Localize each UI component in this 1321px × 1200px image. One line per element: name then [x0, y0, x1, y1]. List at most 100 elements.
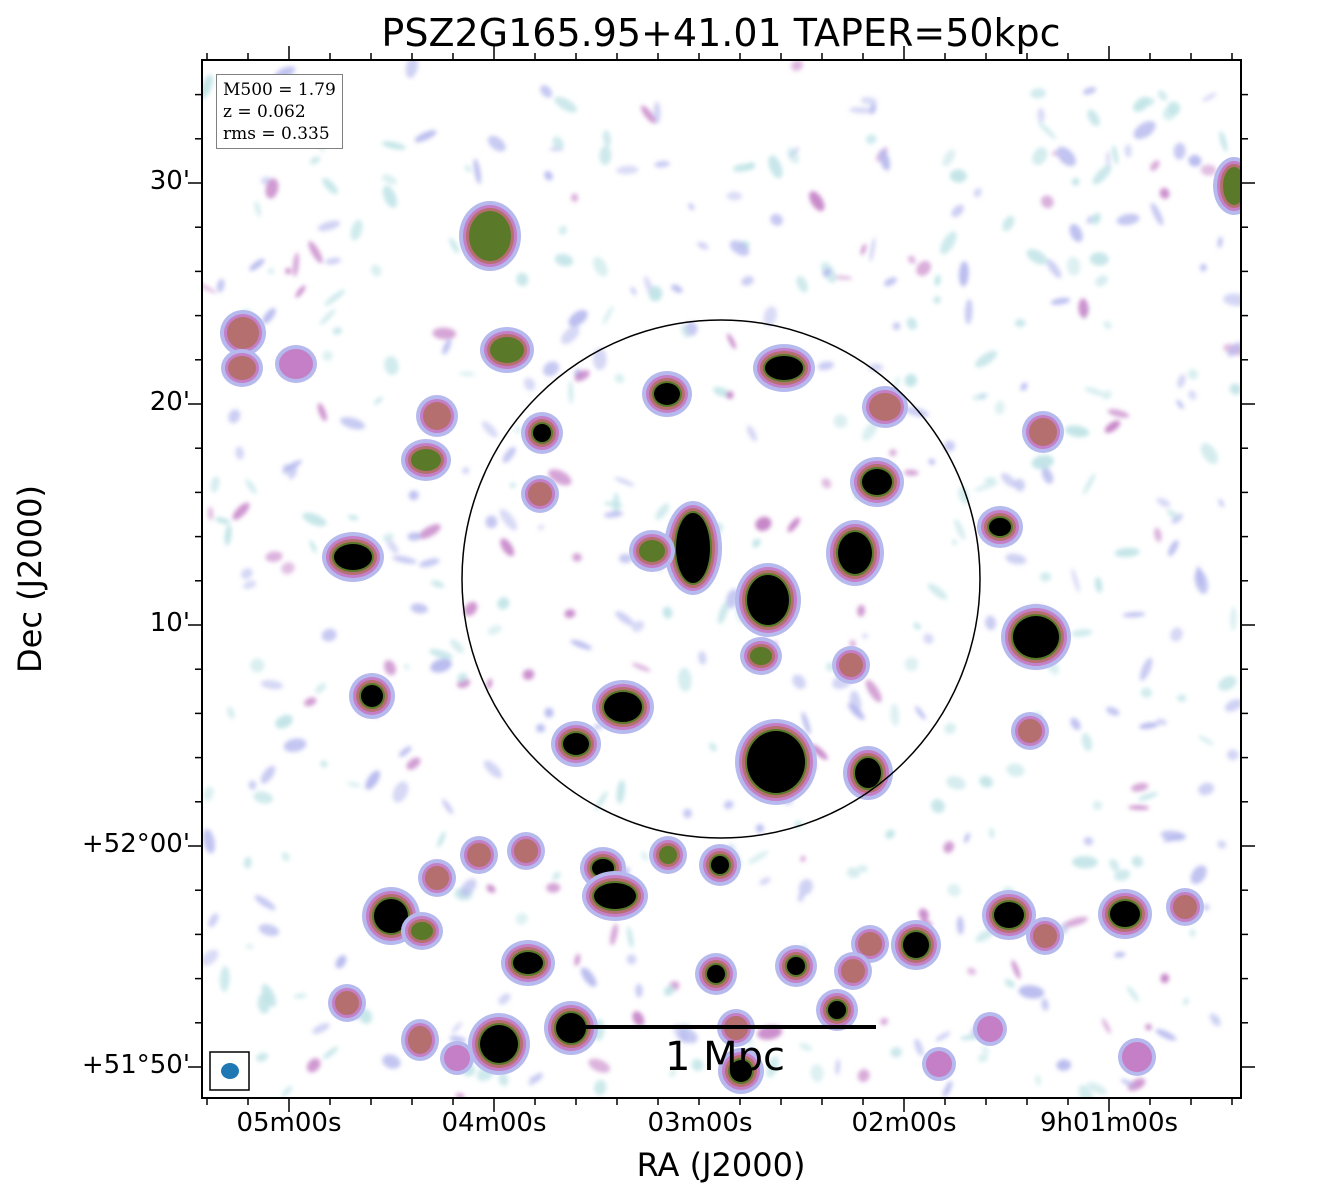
noise-blob — [574, 370, 590, 382]
noise-blob — [890, 703, 900, 727]
noise-blob — [683, 808, 692, 819]
noise-blob — [849, 639, 856, 649]
source-contour — [408, 1026, 432, 1054]
noise-blob — [1202, 903, 1210, 911]
source-contour — [594, 883, 636, 909]
source-contour — [1018, 719, 1042, 743]
noise-blob — [257, 993, 271, 1014]
noise-blob — [1198, 782, 1215, 796]
ytick-label: +51°50' — [81, 1050, 190, 1080]
noise-blob — [857, 1069, 870, 1083]
source-contour — [1122, 1042, 1152, 1072]
noise-blob — [947, 883, 961, 897]
y-axis-label: Dec (J2000) — [11, 485, 49, 673]
noise-blob — [1065, 425, 1090, 438]
noise-blob — [983, 477, 997, 484]
noise-blob — [892, 322, 901, 331]
noise-blob — [261, 984, 277, 1007]
noise-blob — [640, 851, 649, 862]
noise-blob — [442, 799, 454, 815]
noise-blob — [653, 101, 661, 124]
noise-blob — [849, 107, 874, 114]
noise-blob — [952, 539, 957, 546]
noise-blob — [810, 744, 828, 760]
noise-blob — [381, 174, 397, 185]
noise-blob — [956, 916, 964, 935]
noise-blob — [1170, 627, 1183, 642]
noise-blob — [1154, 527, 1162, 542]
noise-blob — [988, 827, 995, 839]
noise-blob — [942, 149, 956, 167]
noise-blob — [540, 85, 553, 98]
source-contour — [444, 1045, 470, 1071]
noise-blob — [1133, 121, 1156, 140]
noise-blob — [860, 96, 877, 105]
noise-blob — [655, 503, 670, 520]
noise-blob — [462, 467, 470, 474]
noise-blob — [614, 373, 625, 384]
source-contour — [855, 758, 881, 788]
noise-blob — [232, 502, 250, 521]
noise-blob — [865, 679, 882, 703]
noise-blob — [235, 446, 244, 460]
noise-blob — [574, 953, 581, 966]
noise-blob — [879, 149, 891, 171]
noise-blob — [1071, 629, 1093, 637]
noise-blob — [1200, 443, 1218, 464]
noise-blob — [210, 476, 220, 493]
noise-blob — [243, 856, 252, 869]
noise-blob — [1223, 293, 1241, 306]
noise-blob — [325, 257, 341, 265]
noise-blob — [499, 508, 518, 531]
noise-blob — [304, 697, 317, 707]
noise-blob — [944, 722, 957, 734]
noise-blob — [1011, 959, 1021, 979]
noise-blob — [324, 289, 346, 306]
noise-blob — [1198, 735, 1214, 746]
noise-blob — [486, 884, 496, 893]
noise-blob — [1219, 131, 1228, 152]
noise-blob — [228, 409, 241, 424]
noise-blob — [430, 658, 452, 673]
noise-blob — [382, 1054, 401, 1069]
noise-blob — [857, 604, 866, 617]
noise-blob — [1188, 154, 1202, 167]
noise-blob — [544, 707, 554, 718]
noise-blob — [281, 852, 290, 862]
noise-blob — [1004, 979, 1016, 988]
noise-blob — [515, 425, 521, 434]
noise-blob — [1177, 374, 1186, 388]
noise-blob — [1107, 409, 1130, 418]
noise-blob — [615, 611, 634, 626]
source-contour — [730, 1060, 752, 1082]
noise-blob — [1037, 107, 1045, 123]
noise-blob — [1138, 792, 1158, 801]
noise-blob — [593, 256, 608, 277]
noise-blob — [800, 855, 806, 862]
noise-blob — [554, 96, 578, 113]
noise-blob — [262, 307, 276, 325]
noise-blob — [340, 417, 366, 430]
noise-blob — [599, 145, 612, 166]
noise-blob — [564, 609, 576, 619]
noise-blob — [1131, 782, 1149, 792]
noise-blob — [253, 791, 273, 804]
noise-blob — [958, 486, 969, 504]
noise-blob — [857, 864, 868, 873]
noise-blob — [288, 466, 298, 480]
noise-blob — [245, 479, 257, 494]
noise-blob — [516, 272, 529, 287]
noise-blob — [1039, 572, 1052, 582]
source-contour — [411, 922, 433, 940]
noise-blob — [1189, 929, 1196, 937]
noise-blob — [1070, 717, 1081, 731]
noise-blob — [1140, 687, 1152, 698]
noise-blob — [1173, 142, 1186, 160]
noise-blob — [1217, 840, 1227, 849]
noise-blob — [741, 276, 754, 286]
noise-blob — [985, 615, 997, 631]
noise-blob — [1177, 694, 1187, 703]
noise-blob — [946, 776, 966, 790]
source-contour — [513, 952, 543, 974]
noise-blob — [747, 850, 769, 865]
